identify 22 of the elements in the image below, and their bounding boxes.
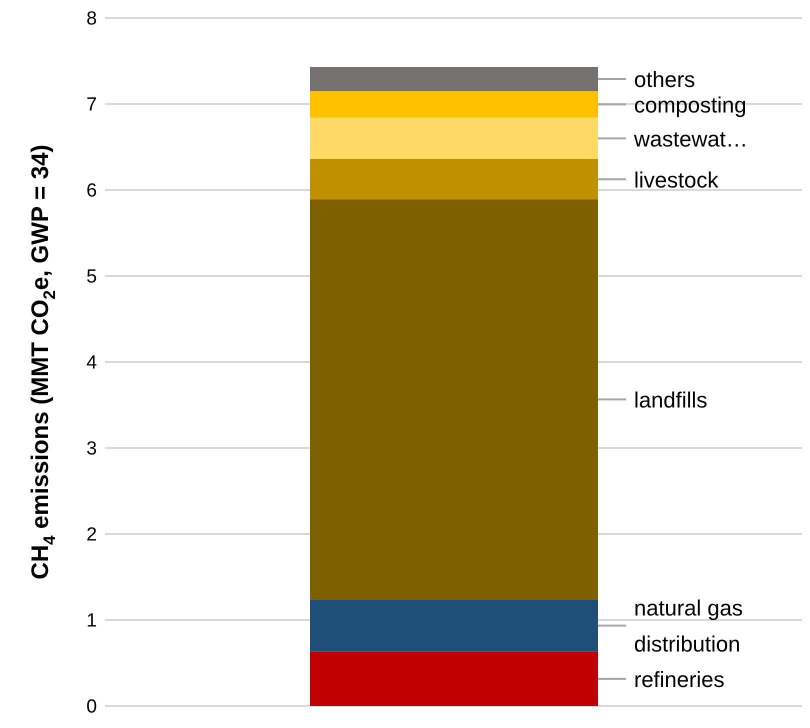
y-tick-label: 0 — [86, 696, 97, 718]
y-tick-label: 5 — [86, 266, 97, 288]
y-tick-label: 8 — [86, 8, 97, 30]
bar — [310, 199, 598, 600]
y-tick-label: 4 — [86, 352, 98, 374]
bar — [310, 118, 598, 160]
bar — [310, 91, 598, 118]
bar — [310, 67, 598, 92]
y-tick-label: 6 — [86, 180, 97, 202]
y-tick-label: 3 — [86, 438, 97, 460]
series-label: others — [634, 66, 696, 92]
series-label: refineries — [634, 666, 724, 692]
series-label: wastewat… — [633, 126, 748, 151]
series-label: landfills — [634, 386, 708, 412]
y-tick-label: 1 — [86, 610, 97, 632]
y-tick-label: 7 — [86, 94, 97, 116]
bar — [310, 159, 598, 200]
y-tick-label: 2 — [86, 524, 97, 546]
bar — [310, 652, 598, 706]
series-label: composting — [634, 92, 747, 117]
series-label: livestock — [634, 166, 720, 192]
bar — [310, 599, 598, 652]
